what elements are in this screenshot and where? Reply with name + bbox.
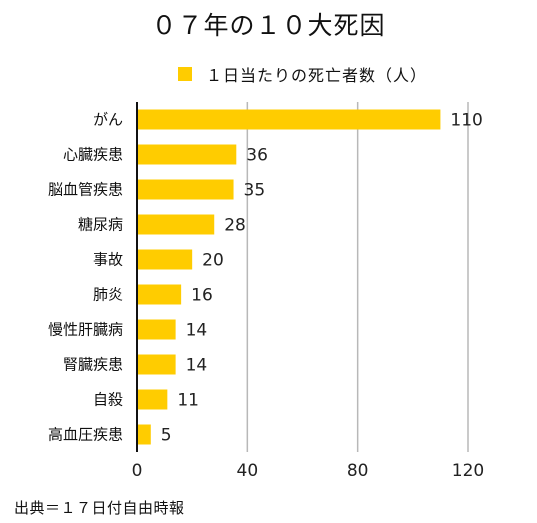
bar: [137, 319, 176, 340]
value-label: 11: [177, 391, 199, 411]
category-label: 事故: [93, 251, 123, 269]
legend-label: １日当たりの死亡者数（人）: [206, 66, 428, 85]
bar: [137, 249, 193, 270]
category-label: 自殺: [93, 391, 123, 409]
bar: [137, 144, 237, 165]
bar: [137, 179, 234, 200]
category-label: 糖尿病: [78, 216, 123, 234]
value-label: 36: [246, 146, 268, 166]
value-label: 35: [244, 181, 266, 201]
bar: [137, 354, 176, 375]
x-tick-label: 40: [237, 461, 259, 481]
x-tick-label: 80: [347, 461, 369, 481]
bar: [137, 424, 151, 445]
legend: １日当たりの死亡者数（人）: [178, 62, 427, 86]
source-note: 出典＝１７日付自由時報: [14, 499, 185, 517]
bar: [137, 109, 441, 130]
bar: [137, 284, 182, 305]
bar: [137, 389, 168, 410]
value-label: 14: [186, 321, 208, 341]
chart-title: ０７年の１０大死因: [151, 11, 386, 40]
x-tick-label: 0: [132, 461, 143, 481]
category-label: がん: [93, 111, 123, 129]
category-label: 脳血管疾患: [48, 181, 123, 199]
x-tick-label: 120: [452, 461, 484, 481]
value-label: 5: [161, 426, 172, 446]
value-label: 16: [191, 286, 213, 306]
category-label: 肺炎: [93, 286, 123, 304]
legend-swatch: [178, 67, 192, 81]
value-label: 110: [450, 111, 482, 131]
value-label: 28: [224, 216, 246, 236]
category-label: 腎臓疾患: [63, 356, 123, 374]
bar: [137, 214, 215, 235]
value-label: 14: [186, 356, 208, 376]
category-label: 心臓疾患: [63, 146, 123, 164]
category-label: 慢性肝臓病: [48, 321, 123, 339]
value-label: 20: [202, 251, 224, 271]
category-label: 高血圧疾患: [48, 426, 123, 444]
